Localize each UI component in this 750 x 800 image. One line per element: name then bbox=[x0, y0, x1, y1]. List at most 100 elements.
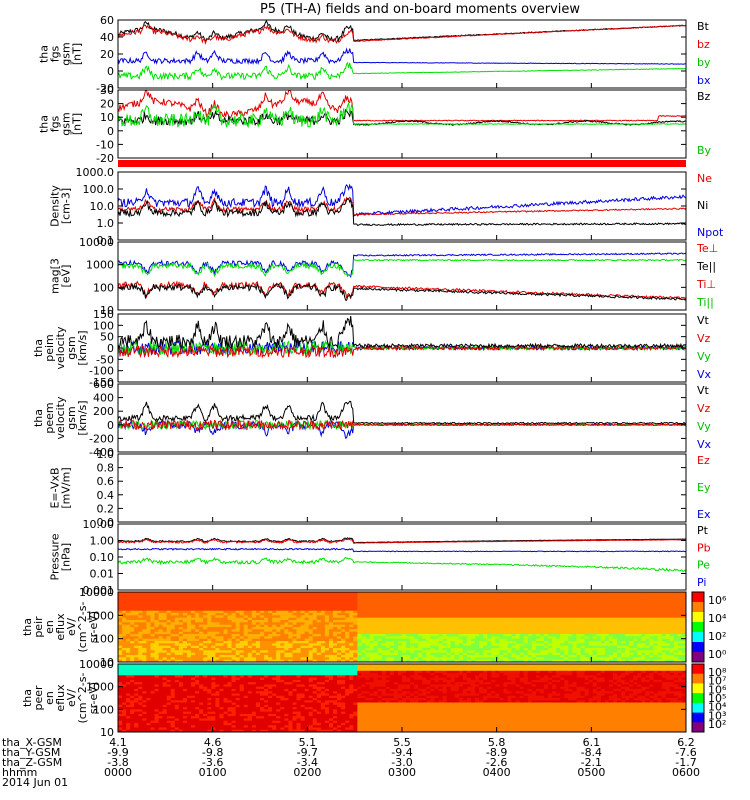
spectrogram-cell bbox=[548, 615, 553, 619]
spectrogram-cell bbox=[227, 596, 233, 600]
spectrogram-cell bbox=[211, 648, 216, 651]
spectrogram-cell bbox=[207, 610, 212, 614]
spectrogram-cell bbox=[170, 659, 176, 663]
spectrogram-cell bbox=[438, 659, 444, 663]
spectrogram-cell bbox=[681, 641, 687, 644]
spectrogram-cell bbox=[158, 702, 164, 706]
spectrogram-cell bbox=[158, 675, 164, 679]
spectrogram-cell bbox=[556, 643, 561, 647]
spectrogram-cell bbox=[304, 624, 310, 628]
spectrogram-cell bbox=[174, 677, 180, 681]
spectrogram-cell bbox=[495, 610, 500, 614]
spectrogram-cell bbox=[130, 713, 135, 717]
spectrogram-cell bbox=[552, 629, 557, 633]
spectrogram-cell bbox=[422, 613, 427, 616]
spectrogram-cell bbox=[604, 641, 610, 644]
spectrogram-cell bbox=[649, 627, 655, 630]
spectrogram-cell bbox=[576, 594, 582, 598]
spectrogram-cell bbox=[361, 613, 366, 616]
y-axis-label: [nPa] bbox=[60, 543, 73, 571]
spectrogram-cell bbox=[284, 603, 289, 607]
y-tick-label: 150 bbox=[93, 308, 114, 321]
spectrogram-cell bbox=[653, 629, 659, 633]
spectrogram-cell bbox=[227, 627, 233, 630]
spectrogram-cell bbox=[592, 645, 598, 649]
spectrogram-cell bbox=[373, 645, 379, 649]
spectrogram-cell bbox=[345, 657, 350, 661]
spectrogram-cell bbox=[402, 622, 407, 626]
spectrogram-cell bbox=[296, 603, 302, 607]
spectrogram-cell bbox=[519, 599, 525, 602]
spectrogram-cell bbox=[665, 645, 671, 649]
spectrogram-cell bbox=[430, 599, 435, 602]
spectrogram-cell bbox=[264, 596, 269, 600]
spectrogram-cell bbox=[673, 617, 679, 621]
spectrogram-cell bbox=[333, 613, 338, 616]
spectrogram-cell bbox=[276, 645, 281, 649]
spectrogram-cell bbox=[349, 627, 354, 630]
spectrogram-cell bbox=[239, 648, 245, 651]
spectrogram-cell bbox=[564, 643, 569, 647]
spectrogram-cell bbox=[665, 617, 671, 621]
spectrogram-cell bbox=[329, 641, 334, 644]
legend-entry: by bbox=[697, 56, 711, 69]
spectrogram-cell bbox=[337, 603, 342, 607]
spectrogram-cell bbox=[235, 652, 241, 656]
spectrogram-cell bbox=[487, 601, 492, 605]
spectrogram-cell bbox=[138, 610, 143, 614]
spectrogram-cell bbox=[397, 613, 403, 616]
spectrogram-cell bbox=[625, 596, 630, 600]
spectrogram-cell bbox=[539, 606, 545, 609]
spectrogram-cell bbox=[272, 615, 277, 619]
spectrogram-cell bbox=[592, 608, 598, 612]
colorbar-label: 10⁴ bbox=[708, 612, 727, 625]
spectrogram-cell bbox=[418, 636, 423, 640]
spectrogram-cell bbox=[207, 636, 212, 640]
spectrogram-cell bbox=[568, 596, 573, 600]
spectrogram-cell bbox=[365, 608, 371, 612]
spectrogram-cell bbox=[495, 601, 500, 605]
spectrogram-cell bbox=[556, 613, 561, 616]
spectrogram-cell bbox=[511, 615, 517, 619]
spectrogram-cell bbox=[430, 594, 435, 598]
spectrogram-cell bbox=[418, 620, 423, 623]
spectrogram-cell bbox=[154, 603, 160, 607]
spectrogram-cell bbox=[276, 648, 281, 651]
spectrogram-cell bbox=[337, 657, 342, 661]
plot-frame bbox=[117, 19, 687, 89]
spectrogram-cell bbox=[134, 627, 139, 630]
spectrogram-cell bbox=[397, 636, 403, 640]
spectrogram-cell bbox=[519, 655, 525, 658]
spectrogram-cell bbox=[337, 634, 342, 637]
spectrogram-cell bbox=[264, 645, 269, 649]
spectrogram-cell bbox=[527, 608, 533, 612]
spectrogram-cell bbox=[633, 643, 638, 647]
spectrogram-cell bbox=[491, 650, 496, 654]
series-Pb bbox=[117, 538, 686, 544]
series-bz bbox=[117, 24, 687, 45]
spectrogram-cell bbox=[365, 645, 371, 649]
spectrogram-cell bbox=[207, 627, 212, 630]
spectrogram-cell bbox=[397, 657, 403, 661]
spectrogram-cell bbox=[633, 592, 638, 595]
spectrogram-cell bbox=[426, 643, 431, 647]
spectrogram-cell bbox=[284, 601, 289, 605]
spectrogram-cell bbox=[466, 594, 472, 598]
spectrogram-cell bbox=[641, 645, 646, 649]
spectrogram-cell bbox=[333, 599, 338, 602]
spectrogram-cell bbox=[531, 599, 537, 602]
spectrogram-cell bbox=[665, 641, 671, 644]
spectrogram-cell bbox=[637, 652, 642, 656]
spectrogram-cell bbox=[178, 666, 184, 670]
spectrogram-cell bbox=[406, 603, 411, 607]
spectrogram-cell bbox=[126, 704, 131, 708]
spectrogram-cell bbox=[669, 620, 675, 623]
spectrogram-cell bbox=[134, 693, 139, 697]
spectrogram-cell bbox=[418, 643, 423, 647]
spectrogram-cell bbox=[471, 596, 476, 600]
spectrogram-cell bbox=[219, 641, 224, 644]
spectrogram-cell bbox=[531, 622, 537, 626]
spectrogram-cell bbox=[544, 610, 549, 614]
spectrogram-cell bbox=[134, 700, 139, 704]
